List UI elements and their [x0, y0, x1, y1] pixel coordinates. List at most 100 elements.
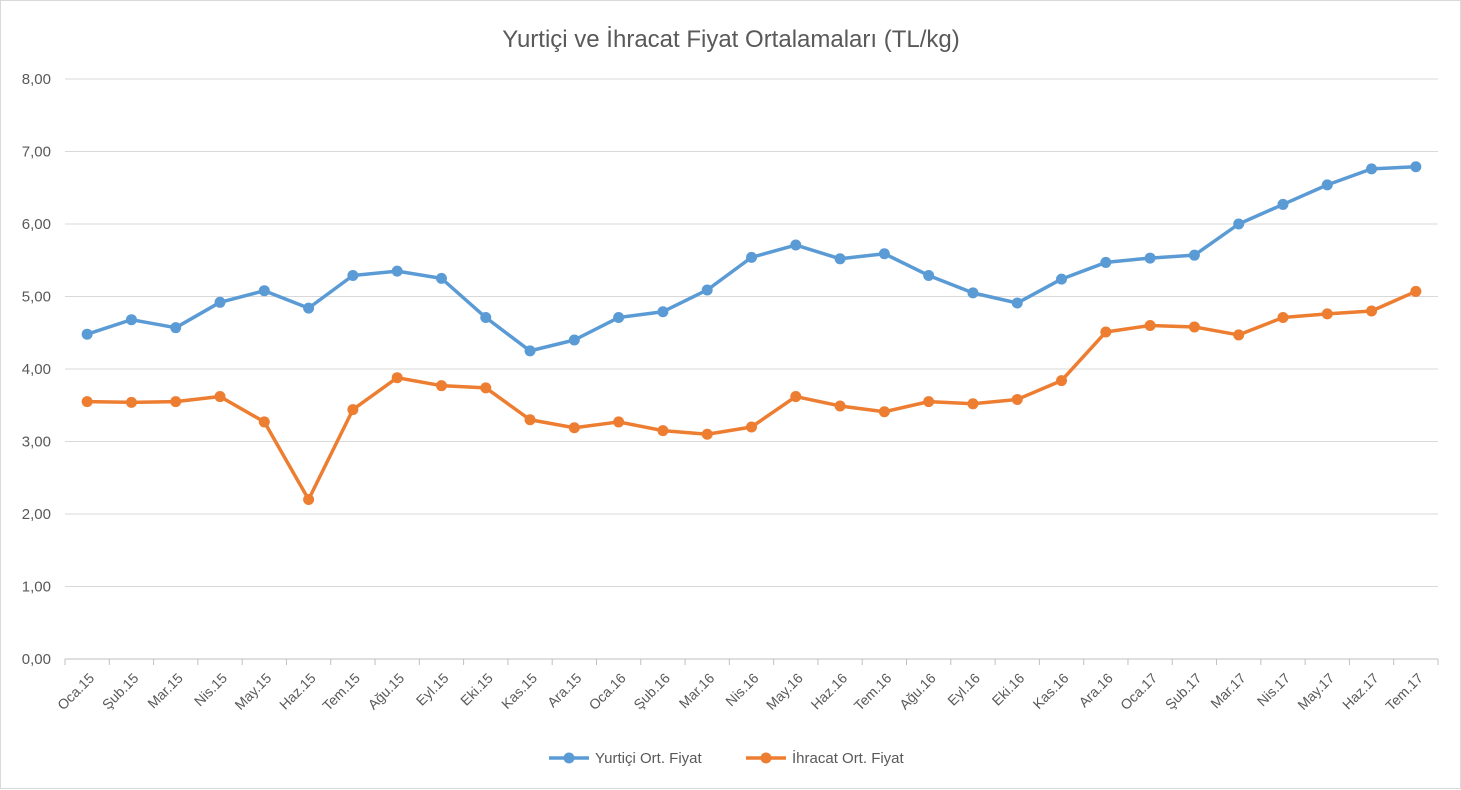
data-point	[81, 328, 93, 340]
x-tick-label: Tem.17	[1382, 670, 1426, 714]
data-point	[170, 322, 182, 334]
x-tick-label: Ağu.16	[896, 670, 939, 713]
data-point	[125, 314, 137, 326]
y-axis-ticks: 0,00 1,00 2,00 3,00 4,00 5,00 6,00 7,00 8,00	[22, 71, 51, 668]
data-point	[657, 306, 669, 318]
data-point	[1233, 218, 1245, 230]
data-point	[170, 396, 182, 408]
data-point	[1410, 161, 1422, 173]
x-tick-label: Mar.17	[1207, 670, 1249, 712]
y-tick-label: 6,00	[22, 216, 51, 233]
x-tick-label: Şub.15	[99, 670, 142, 713]
data-point	[347, 269, 359, 281]
y-tick-label: 3,00	[22, 434, 51, 451]
x-tick-label: Şub.16	[630, 670, 673, 713]
data-point	[81, 396, 93, 408]
x-tick-label: Haz.16	[808, 670, 851, 713]
data-point	[391, 265, 403, 277]
data-point	[1188, 249, 1200, 261]
data-point	[923, 396, 935, 408]
x-tick-label: Oca.15	[54, 670, 97, 713]
data-point	[258, 416, 270, 428]
series-line-2	[85, 289, 1418, 502]
data-point	[480, 382, 492, 394]
data-point	[878, 406, 890, 418]
data-point	[746, 421, 757, 433]
legend: Yurtiçi Ort. Fiyat İhracat Ort. Fiyat	[549, 749, 905, 767]
x-tick-label: Haz.15	[276, 670, 319, 713]
data-point	[1410, 285, 1422, 297]
data-point	[701, 428, 713, 440]
chart-title: Yurtiçi ve İhracat Fiyat Ortalamaları (T…	[502, 26, 959, 53]
data-point	[790, 391, 802, 403]
data-point	[1011, 297, 1023, 309]
data-point	[1321, 308, 1333, 320]
data-point	[524, 414, 536, 426]
x-tick-label: Nis.15	[191, 670, 231, 710]
data-point	[657, 425, 669, 437]
x-tick-label: Oca.16	[586, 670, 629, 713]
data-point	[125, 396, 137, 408]
x-tick-label: Mar.15	[144, 670, 186, 712]
x-tick-label: Oca.17	[1117, 670, 1160, 713]
x-tick-label: Eyl.16	[944, 670, 983, 709]
data-point	[214, 391, 226, 403]
x-tick-label: Tem.16	[851, 670, 895, 714]
x-tick-label: Kas.15	[498, 670, 540, 712]
x-tick-label: Eki.16	[989, 670, 1028, 709]
data-point	[1011, 393, 1023, 405]
data-point	[923, 269, 935, 281]
data-point	[878, 248, 890, 260]
data-point	[1056, 273, 1068, 285]
y-tick-label: 1,00	[22, 579, 51, 596]
y-tick-label: 5,00	[22, 289, 51, 306]
data-point	[524, 345, 536, 357]
data-point	[613, 416, 625, 428]
legend-label: İhracat Ort. Fiyat	[792, 749, 905, 767]
data-point	[613, 312, 625, 324]
data-point	[1366, 163, 1378, 175]
x-tick-label: May.16	[763, 670, 806, 713]
series-lines	[81, 161, 1422, 505]
data-point	[1321, 179, 1333, 191]
data-point	[568, 334, 580, 346]
data-point	[568, 422, 580, 434]
data-point	[967, 287, 979, 299]
data-point	[480, 312, 492, 324]
y-tick-label: 8,00	[22, 71, 51, 88]
data-point	[347, 404, 359, 416]
x-tick-label: Nis.17	[1254, 670, 1294, 710]
data-point	[1277, 198, 1289, 210]
x-tick-label: Eyl.15	[413, 670, 452, 709]
x-tick-label: May.17	[1294, 670, 1337, 713]
legend-marker	[563, 752, 575, 764]
data-point	[746, 251, 757, 263]
data-point	[214, 296, 226, 308]
y-tick-label: 4,00	[22, 361, 51, 378]
data-point	[834, 253, 846, 265]
data-point	[391, 372, 403, 384]
data-point	[1144, 320, 1156, 331]
x-tick-label: May.15	[231, 670, 274, 713]
data-point	[1233, 329, 1245, 341]
data-point	[435, 380, 447, 392]
gridlines	[64, 78, 1439, 665]
legend-label: Yurtiçi Ort. Fiyat	[595, 750, 703, 767]
data-point	[701, 284, 713, 296]
data-point	[790, 239, 802, 251]
x-tick-label: Ağu.15	[365, 670, 408, 713]
data-point	[258, 285, 270, 297]
x-tick-label: Nis.16	[722, 670, 762, 710]
data-point	[1366, 305, 1378, 317]
x-tick-label: Ara.15	[544, 670, 585, 711]
x-tick-label: Mar.16	[676, 670, 718, 712]
x-tick-label: Ara.16	[1075, 670, 1116, 711]
data-point	[303, 494, 315, 505]
data-point	[435, 272, 447, 284]
y-tick-label: 2,00	[22, 506, 51, 523]
x-axis-ticks: Oca.15 Şub.15 Mar.15 Nis.15 May.15 Haz.15 Tem.…	[54, 670, 1426, 714]
data-point	[967, 398, 979, 410]
legend-marker	[760, 752, 772, 764]
